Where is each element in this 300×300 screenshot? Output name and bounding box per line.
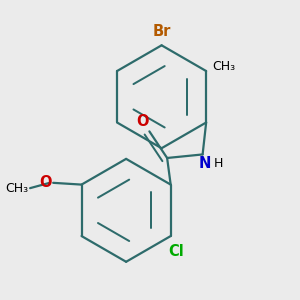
Text: Cl: Cl bbox=[168, 244, 184, 259]
Text: Br: Br bbox=[152, 24, 171, 39]
Text: H: H bbox=[214, 157, 223, 170]
Text: N: N bbox=[198, 156, 211, 171]
Text: CH₃: CH₃ bbox=[5, 182, 28, 195]
Text: O: O bbox=[137, 113, 149, 128]
Text: CH₃: CH₃ bbox=[213, 60, 236, 73]
Text: O: O bbox=[39, 175, 51, 190]
